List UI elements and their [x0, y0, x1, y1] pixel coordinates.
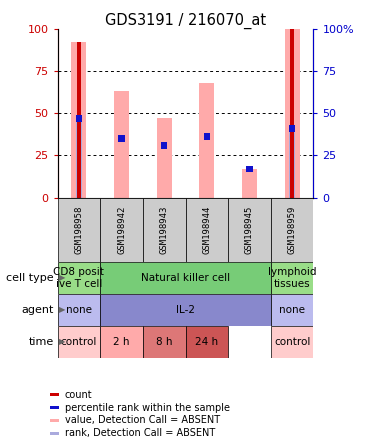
Bar [114, 91, 129, 198]
Text: control: control [274, 337, 311, 347]
Bar [186, 326, 228, 358]
Text: GSM198942: GSM198942 [117, 206, 126, 254]
Bar [271, 294, 313, 326]
Bar [246, 169, 253, 172]
Bar [118, 135, 125, 142]
Bar [228, 198, 271, 262]
Bar [100, 262, 271, 294]
Text: 24 h: 24 h [195, 337, 219, 347]
Bar [50, 432, 59, 435]
Bar [242, 169, 257, 198]
Bar [289, 128, 295, 198]
Bar [58, 262, 100, 294]
Text: lymphoid
tissues: lymphoid tissues [268, 267, 316, 289]
Bar [100, 294, 271, 326]
Bar [50, 393, 59, 396]
Bar [58, 326, 100, 358]
Bar [246, 166, 253, 172]
Bar [285, 29, 300, 198]
Bar [50, 419, 59, 422]
Bar [204, 137, 210, 139]
Text: none: none [66, 305, 92, 315]
Bar [76, 118, 82, 198]
Text: GSM198958: GSM198958 [74, 206, 83, 254]
Bar [71, 42, 86, 198]
Text: GSM198943: GSM198943 [160, 206, 169, 254]
Bar [100, 326, 143, 358]
Bar [204, 134, 210, 140]
Bar [118, 139, 125, 142]
Text: ▶: ▶ [59, 305, 66, 314]
Text: rank, Detection Call = ABSENT: rank, Detection Call = ABSENT [65, 428, 215, 438]
Bar [143, 198, 186, 262]
Bar [271, 198, 313, 262]
Bar [186, 198, 228, 262]
Text: control: control [60, 337, 97, 347]
Bar [161, 145, 167, 147]
Bar [58, 198, 100, 262]
Bar [271, 326, 313, 358]
Text: 8 h: 8 h [156, 337, 173, 347]
Bar [58, 294, 100, 326]
Text: Natural killer cell: Natural killer cell [141, 273, 230, 283]
Bar [290, 29, 294, 198]
Bar [100, 198, 143, 262]
Text: 2 h: 2 h [113, 337, 130, 347]
Bar [76, 115, 82, 122]
Bar [289, 125, 295, 132]
Bar [143, 326, 186, 358]
Text: GSM198959: GSM198959 [288, 206, 297, 254]
Text: value, Detection Call = ABSENT: value, Detection Call = ABSENT [65, 416, 220, 425]
Text: cell type: cell type [6, 273, 54, 283]
Text: GSM198945: GSM198945 [245, 206, 254, 254]
Text: agent: agent [22, 305, 54, 315]
Bar [50, 406, 59, 409]
Text: time: time [29, 337, 54, 347]
Text: IL-2: IL-2 [176, 305, 195, 315]
Text: ▶: ▶ [59, 337, 66, 346]
Bar [77, 42, 81, 198]
Bar [271, 262, 313, 294]
Bar [199, 83, 214, 198]
Text: CD8 posit
ive T cell: CD8 posit ive T cell [53, 267, 104, 289]
Title: GDS3191 / 216070_at: GDS3191 / 216070_at [105, 13, 266, 29]
Bar [161, 142, 167, 149]
Text: GSM198944: GSM198944 [202, 206, 211, 254]
Text: percentile rank within the sample: percentile rank within the sample [65, 403, 230, 412]
Text: count: count [65, 390, 92, 400]
Text: none: none [279, 305, 305, 315]
Bar [157, 118, 172, 198]
Text: ▶: ▶ [59, 274, 66, 282]
